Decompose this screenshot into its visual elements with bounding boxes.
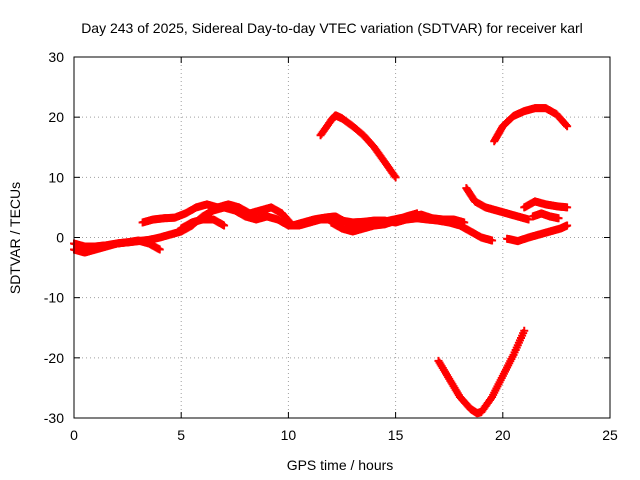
data-point-track-l-9-0 <box>520 326 529 335</box>
data-point-track-k-7-0 <box>563 122 572 131</box>
y-tick-label-3: 0 <box>56 230 64 246</box>
data-point-track-i-3-0 <box>554 214 563 223</box>
series-track-d <box>177 215 229 233</box>
y-tick-label-6: 30 <box>48 49 64 65</box>
series-track-h <box>520 197 572 212</box>
y-tick-label-1: -20 <box>44 350 64 366</box>
x-tick-label-0: 0 <box>70 427 78 443</box>
axis-ticks: 0 5 10 15 20 25 -30 -20 -10 0 10 20 30 <box>44 49 618 443</box>
data-point-track-b-39-0 <box>488 236 497 245</box>
series-track-b <box>70 203 497 251</box>
series-track-l <box>434 326 529 418</box>
y-axis-label: SDTVAR / TECUs <box>7 182 23 294</box>
data-point-track-h-4-0 <box>563 203 572 212</box>
x-tick-label-5: 25 <box>602 427 618 443</box>
data-point-track-d-4-0 <box>220 221 229 230</box>
data-point-track-e-8-0 <box>413 209 422 218</box>
series-track-i <box>528 209 563 223</box>
data-point-track-j-6-0 <box>563 221 572 230</box>
x-axis-label: GPS time / hours <box>287 457 394 473</box>
y-tick-label-2: -10 <box>44 290 64 306</box>
y-tick-label-4: 10 <box>48 169 64 185</box>
series-track-j <box>503 221 572 246</box>
series-track-k <box>490 104 572 146</box>
series-track-e <box>327 209 422 236</box>
y-tick-label-5: 20 <box>48 109 64 125</box>
x-tick-label-3: 15 <box>388 427 404 443</box>
x-tick-label-4: 20 <box>495 427 511 443</box>
series-track-f <box>316 111 400 182</box>
data-point-track-f-7-9 <box>390 171 399 180</box>
data-point-track-c-30-0 <box>460 218 469 227</box>
x-tick-label-2: 10 <box>281 427 297 443</box>
data-point-track-f-8-0 <box>391 173 400 182</box>
data-points <box>70 104 572 418</box>
chart-title: Day 243 of 2025, Sidereal Day-to-day VTE… <box>81 20 583 36</box>
data-point-track-k-6-9 <box>562 120 571 129</box>
y-tick-label-0: -30 <box>44 410 64 426</box>
data-point-track-g-6-0 <box>524 215 533 224</box>
series-track-g <box>462 184 533 224</box>
data-point-track-a-8-0 <box>155 245 164 254</box>
x-tick-label-1: 5 <box>177 427 185 443</box>
